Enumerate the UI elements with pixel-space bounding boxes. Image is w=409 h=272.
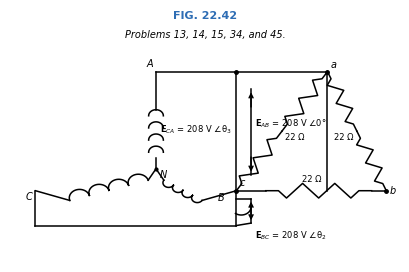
Text: FIG. 22.42: FIG. 22.42 [173, 11, 236, 21]
Text: A: A [146, 59, 153, 69]
Text: C: C [26, 192, 32, 202]
Text: N: N [160, 171, 167, 180]
Text: b: b [388, 186, 395, 196]
Text: $\mathbf{E}_{CA}$ = 208 V ∠θ$_3$: $\mathbf{E}_{CA}$ = 208 V ∠θ$_3$ [160, 124, 231, 136]
Text: $\mathbf{E}_{BC}$ = 208 V ∠θ$_2$: $\mathbf{E}_{BC}$ = 208 V ∠θ$_2$ [254, 230, 326, 242]
Text: a: a [330, 60, 336, 70]
Text: $\mathbf{E}_{AB}$ = 208 V ∠0°: $\mathbf{E}_{AB}$ = 208 V ∠0° [254, 118, 326, 130]
Text: 22 Ω: 22 Ω [284, 133, 303, 142]
Text: B: B [217, 193, 224, 203]
Text: 22 Ω: 22 Ω [301, 175, 320, 184]
Text: c: c [239, 178, 244, 188]
Text: 22 Ω: 22 Ω [334, 133, 353, 142]
Text: Problems 13, 14, 15, 34, and 45.: Problems 13, 14, 15, 34, and 45. [124, 30, 285, 40]
